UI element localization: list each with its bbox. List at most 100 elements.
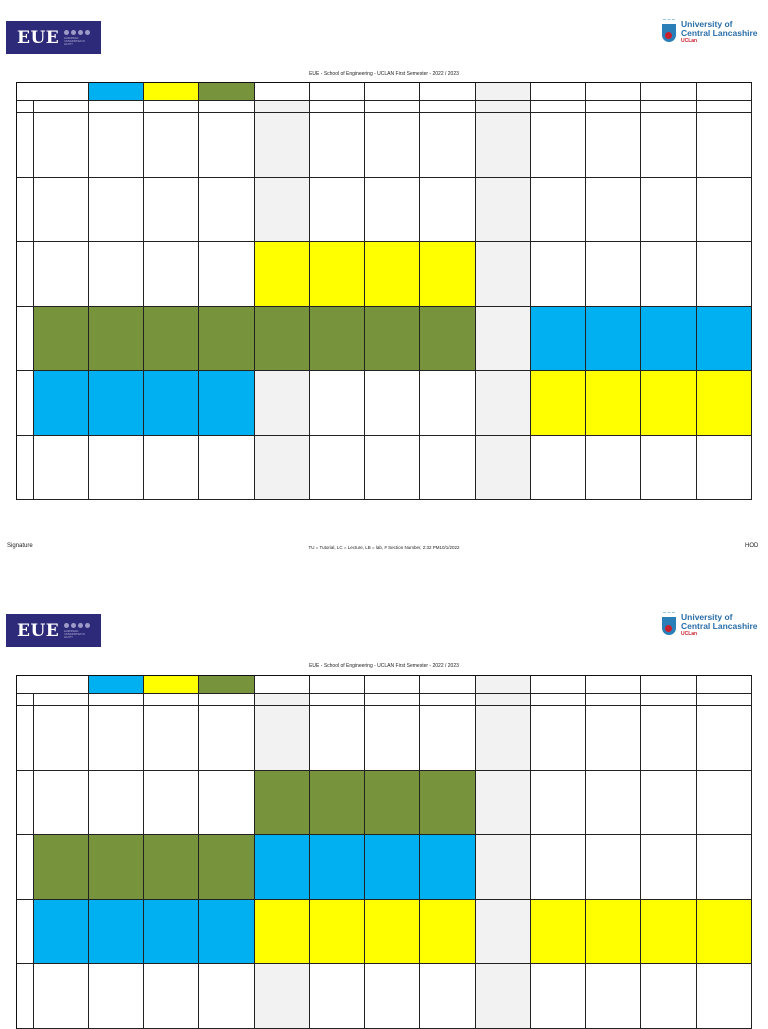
schedule-cell <box>144 706 199 771</box>
schedule-cell <box>255 770 310 835</box>
row-label-cell <box>16 371 34 436</box>
schedule-cell <box>34 177 89 242</box>
subheader-cell <box>476 101 531 113</box>
header-cell <box>89 82 144 101</box>
schedule-cell <box>586 899 641 964</box>
schedule-cell <box>34 835 89 900</box>
header-cell <box>255 675 310 694</box>
schedule-cell <box>476 835 531 900</box>
schedule-cell <box>420 113 476 178</box>
schedule-cell <box>199 899 255 964</box>
subheader-cell <box>16 101 34 113</box>
subheader-cell <box>531 101 586 113</box>
schedule-cell <box>34 371 89 436</box>
schedule-cell <box>476 435 531 500</box>
schedule-cell <box>365 306 420 371</box>
subheader-cell <box>255 694 310 706</box>
schedule-cell <box>89 371 144 436</box>
schedule-cell <box>420 835 476 900</box>
footer-signature: Signature <box>7 543 33 549</box>
subheader-cell <box>16 694 34 706</box>
schedule-cell <box>310 835 365 900</box>
schedule-cell <box>476 706 531 771</box>
eue-logo: EUE EUROPEAN UNIVERSITIES IN EGYPT <box>6 21 101 54</box>
schedule-cell <box>586 242 641 307</box>
schedule-cell <box>641 835 697 900</box>
eue-logo-text: EUE <box>17 620 60 641</box>
uclan-shield-icon <box>662 612 676 635</box>
row-label-cell <box>16 706 34 771</box>
header-cell <box>531 675 586 694</box>
schedule-cell <box>586 113 641 178</box>
schedule-cell <box>89 435 144 500</box>
schedule-cell <box>697 113 752 178</box>
schedule-cell <box>531 706 586 771</box>
footer-legend: TU = Tutorial, LC = Lecture, LB = lab, #… <box>308 545 460 550</box>
subheader-cell <box>89 101 144 113</box>
grid-frame <box>16 675 752 1029</box>
schedule-cell <box>641 242 697 307</box>
schedule-cell <box>89 242 144 307</box>
uclan-logo: University of Central Lancashire UCLan <box>662 19 762 54</box>
grid-frame <box>16 82 752 500</box>
subheader-cell <box>89 694 144 706</box>
schedule-cell <box>420 435 476 500</box>
row-label-cell <box>16 770 34 835</box>
schedule-cell <box>531 371 586 436</box>
schedule-cell <box>531 177 586 242</box>
schedule-cell <box>476 899 531 964</box>
uclan-name-line2: Central Lancashire <box>681 28 758 38</box>
schedule-cell <box>641 371 697 436</box>
header-cell <box>310 82 365 101</box>
schedule-cell <box>641 177 697 242</box>
schedule-cell <box>199 770 255 835</box>
header-cell-label <box>16 82 89 101</box>
subheader-cell <box>34 694 89 706</box>
schedule-cell <box>365 177 420 242</box>
footer-hod: HOD <box>745 543 759 549</box>
schedule-cell <box>697 435 752 500</box>
subheader-cell <box>697 101 752 113</box>
schedule-cell <box>641 770 697 835</box>
uclan-name-line3: UCLan <box>681 38 698 44</box>
schedule-cell <box>476 770 531 835</box>
schedule-cell <box>255 113 310 178</box>
subheader-cell <box>199 101 255 113</box>
schedule-cell <box>420 899 476 964</box>
header-cell <box>420 82 476 101</box>
schedule-cell <box>420 706 476 771</box>
schedule-cell <box>89 177 144 242</box>
schedule-cell <box>310 113 365 178</box>
schedule-cell <box>476 964 531 1029</box>
schedule-cell <box>144 435 199 500</box>
subheader-cell <box>144 101 199 113</box>
schedule-cell <box>531 242 586 307</box>
schedule-cell <box>199 242 255 307</box>
schedule-cell <box>310 899 365 964</box>
schedule-cell <box>641 435 697 500</box>
schedule-cell <box>641 899 697 964</box>
schedule-cell <box>89 770 144 835</box>
schedule-cell <box>255 306 310 371</box>
row-label-cell <box>16 899 34 964</box>
subheader-cell <box>420 101 476 113</box>
schedule-cell <box>310 435 365 500</box>
header-cell <box>365 675 420 694</box>
schedule-cell <box>476 113 531 178</box>
schedule-cell <box>199 835 255 900</box>
schedule-cell <box>531 835 586 900</box>
subheader-cell <box>697 694 752 706</box>
schedule-cell <box>34 435 89 500</box>
schedule-cell <box>255 899 310 964</box>
row-label-cell <box>16 435 34 500</box>
schedule-cell <box>586 371 641 436</box>
subheader-cell <box>365 101 420 113</box>
schedule-cell <box>365 371 420 436</box>
uclan-name-line3: UCLan <box>681 631 698 637</box>
schedule-cell <box>365 899 420 964</box>
subheader-cell <box>531 694 586 706</box>
schedule-cell <box>586 177 641 242</box>
subheader-cell <box>586 101 641 113</box>
schedule-cell <box>697 242 752 307</box>
schedule-cell <box>310 242 365 307</box>
